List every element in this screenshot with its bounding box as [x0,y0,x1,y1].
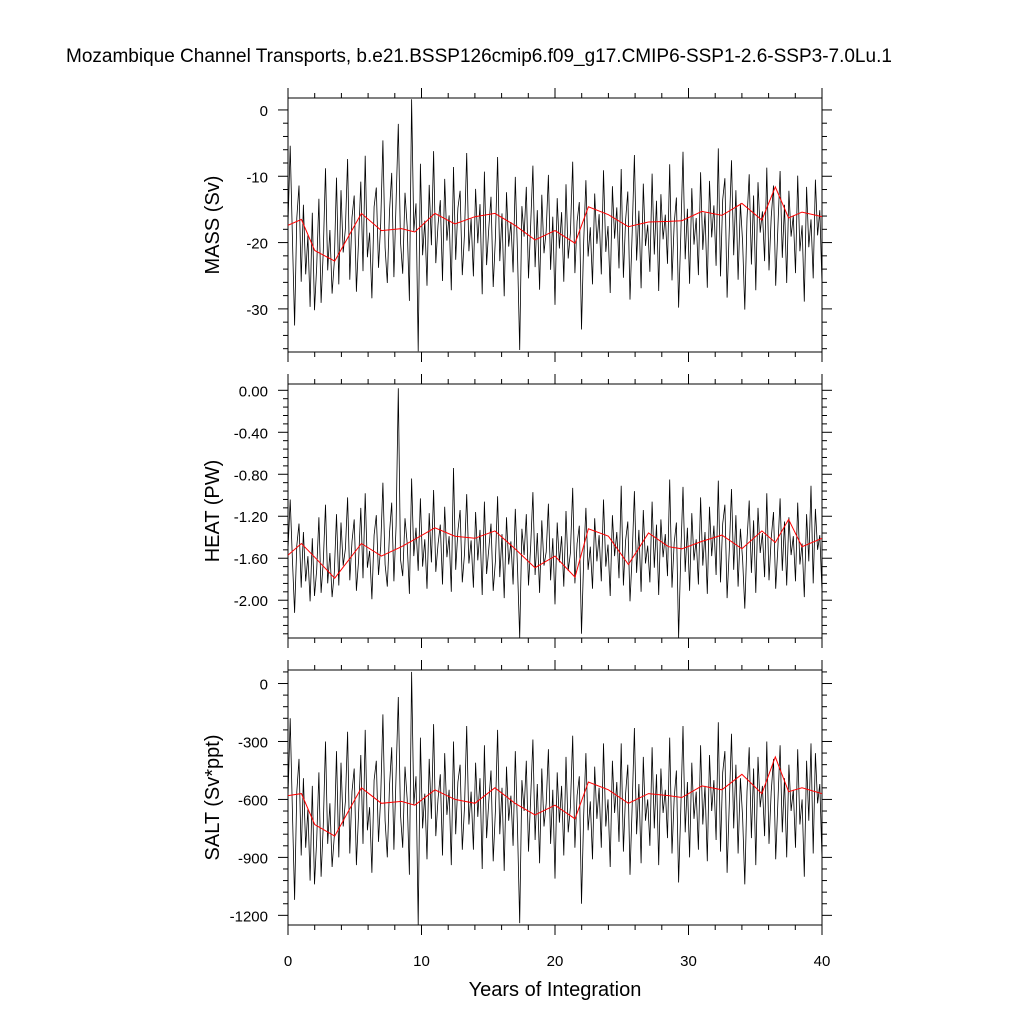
y-tick-label: 0.00 [239,383,268,400]
y-axis-label: MASS (Sv) [202,176,224,275]
series-line-annual-mean [288,185,822,262]
x-tick-label: 0 [284,953,292,970]
y-axis-label: HEAT (PW) [202,460,224,563]
series-line-annual-mean [288,755,822,837]
y-tick-label: -30 [246,302,268,319]
series-line-monthly [288,671,822,925]
x-tick-label: 10 [413,953,430,970]
mass-panel: 0 -10 -20 -30 MASS (Sv) [202,88,832,362]
x-tick-label: 20 [547,953,564,970]
series-line-annual-mean [288,518,822,579]
y-tick-label: -600 [238,792,268,809]
x-tick-label: 30 [680,953,697,970]
x-axis-label: Years of Integration [469,979,642,1001]
y-tick-label: -900 [238,850,268,867]
y-tick-label: -10 [246,169,268,186]
y-tick-label: 0 [260,103,268,120]
salt-panel: 0 -300 -600 -900 -1200 0 10 20 30 40 SALT (Sv*ppt)… [202,660,832,1001]
y-tick-label: -20 [246,236,268,253]
x-tick-label: 40 [814,953,831,970]
y-tick-label: 0 [260,677,268,694]
chart-title: Mozambique Channel Transports, b.e21.BSS… [66,46,892,67]
series-line-monthly [288,388,822,638]
y-tick-label: -1.20 [234,509,268,526]
y-tick-label: -300 [238,734,268,751]
y-tick-label: -0.40 [234,425,268,442]
series-line-monthly [288,99,822,352]
heat-panel: 0.00 -0.40 -0.80 -1.20 -1.60 -2.00 HEAT (PW) [202,374,832,648]
y-tick-label: -2.00 [234,593,268,610]
y-tick-label: -1200 [230,908,268,925]
y-tick-label: -0.80 [234,467,268,484]
y-axis-label: SALT (Sv*ppt) [202,735,224,861]
y-tick-label: -1.60 [234,551,268,568]
